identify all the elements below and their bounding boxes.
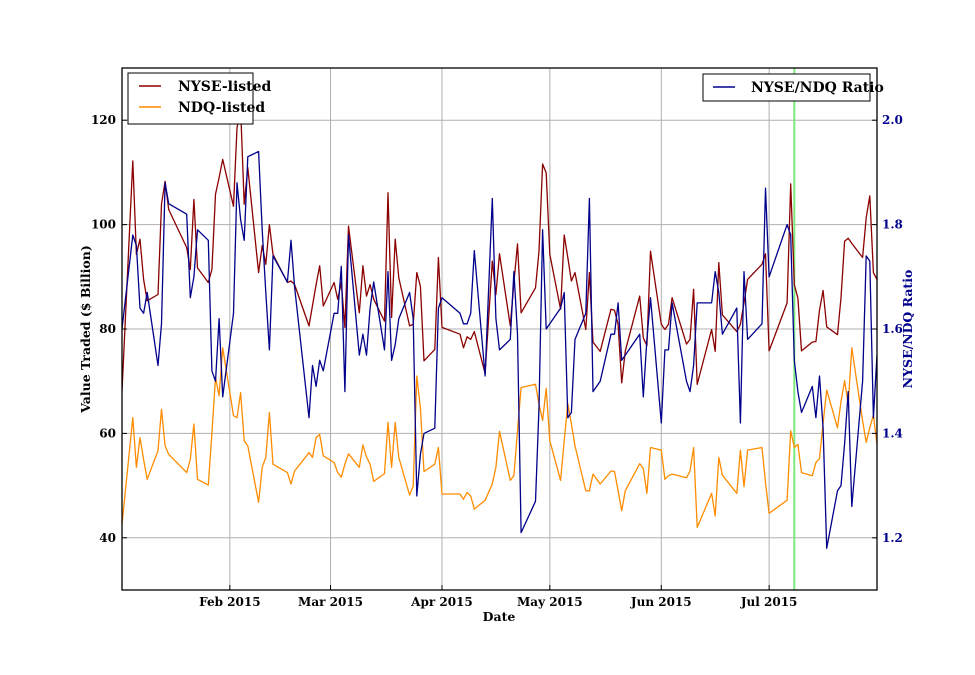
legend-label-nyse: NYSE-listed [178, 79, 272, 95]
y-tick-label: 80 [99, 322, 116, 336]
y-right-tick-label: 2.0 [882, 113, 903, 127]
y-right-tick-label: 1.2 [882, 531, 903, 545]
legend-label-ndq: NDQ-listed [178, 100, 265, 116]
x-tick-label: May 2015 [517, 595, 583, 609]
x-axis-ticks: Feb 2015 Mar 2015 Apr 2015 May 2015 Jun 2015… [199, 585, 797, 609]
y-tick-label: 100 [91, 218, 116, 232]
x-axis-label: Date [483, 609, 516, 624]
y-right-tick-label: 1.8 [882, 218, 903, 232]
series-lines [122, 107, 877, 549]
y-right-tick-label: 1.4 [882, 426, 903, 440]
y-tick-label: 40 [99, 531, 116, 545]
y-axis-label-right: NYSE/NDQ Ratio [900, 270, 915, 389]
series-line-ndq-listed [122, 347, 877, 529]
x-tick-label: Jun 2015 [630, 595, 692, 609]
x-tick-label: Feb 2015 [199, 595, 260, 609]
y-axis-label-left: Value Traded ($ Billion) [78, 245, 93, 414]
series-line-nyse-listed [122, 107, 877, 392]
y-right-tick-label: 1.6 [882, 322, 903, 336]
x-tick-label: Apr 2015 [410, 595, 473, 609]
y-axis-ticks-left: 40 60 80 100 120 [91, 113, 127, 545]
x-tick-label: Mar 2015 [298, 595, 363, 609]
y-tick-label: 120 [91, 113, 116, 127]
y-tick-label: 60 [99, 426, 116, 440]
legend-label-ratio: NYSE/NDQ Ratio [751, 80, 884, 96]
y-axis-ticks-right: 1.2 1.4 1.6 1.8 2.0 [872, 113, 903, 545]
x-tick-label: Jul 2015 [740, 595, 798, 609]
series-line-nyse-ndq-ratio [122, 150, 877, 549]
legend-right: NYSE/NDQ Ratio [702, 73, 884, 102]
legend-left: NYSE-listed NDQ-listed [127, 72, 272, 125]
gridlines [122, 68, 877, 590]
